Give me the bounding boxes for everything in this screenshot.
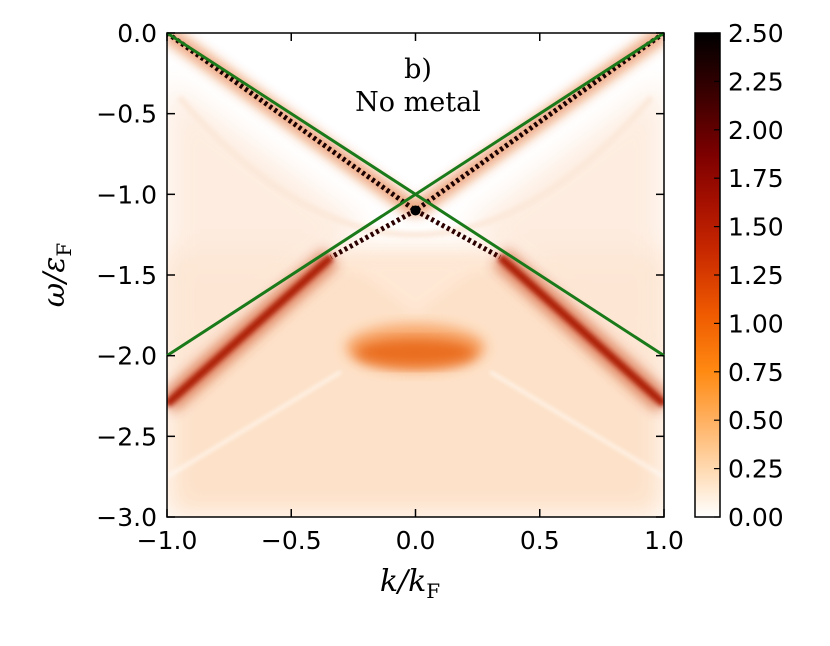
x-tick-label: −0.5 [261, 526, 322, 555]
heatmap [167, 33, 664, 517]
annotation-text: No metal [355, 87, 481, 118]
y-tick-label: −1.5 [96, 261, 157, 290]
sharp-peak-branch-0 [167, 33, 417, 213]
faint-arc [177, 95, 654, 238]
broad-peak-branch-0 [167, 254, 334, 408]
colorbar-tick-label: 0.75 [728, 358, 784, 387]
x-axis-label-main: k/k [380, 564, 426, 599]
colorbar-tick-label: 2.50 [728, 19, 784, 48]
faint-streak-left [167, 370, 342, 478]
colorbar-ticks: 0.00 0.25 0.50 0.75 1.00 1.25 1.50 1.75 2.00 2.25… [714, 19, 784, 532]
x-tick-label: 1.0 [644, 526, 684, 555]
x-tick-label: 0.0 [396, 526, 436, 555]
panel-label: b) [404, 54, 432, 85]
y-axis-label-sub: F [52, 243, 76, 257]
colorbar-tick-label: 1.00 [728, 309, 784, 338]
y-tick-label: −0.5 [96, 100, 157, 129]
x-axis-label: k/kF [380, 564, 440, 603]
sharp-peak-branch-1 [414, 33, 664, 213]
heatmap-right-wash [465, 81, 664, 388]
heatmap-lower-wash [167, 250, 664, 517]
x-tick-label: 0.5 [520, 526, 560, 555]
faint-streak-right [489, 370, 664, 478]
y-axis-ticks: 0.0 −0.5 −1.0 −1.5 −2.0 −2.5 −3.0 [96, 19, 664, 532]
colorbar-tick-label: 2.00 [728, 116, 784, 145]
overlay-line-1 [166, 31, 665, 357]
heatmap-texture [167, 81, 664, 517]
crossing-dot [410, 205, 421, 216]
sharp-peak-arm-0 [329, 208, 417, 260]
y-tick-label: 0.0 [117, 19, 157, 48]
colorbar-tick-label: 0.50 [728, 406, 784, 435]
colorbar-tick-label: 0.00 [728, 503, 784, 532]
x-axis-ticks: −1.0 −0.5 0.0 0.5 1.0 [137, 33, 684, 555]
spectral-peaks [167, 33, 664, 413]
colorbar-tick-label: 2.25 [728, 67, 784, 96]
y-tick-label: −2.0 [96, 342, 157, 371]
x-tick-label: −1.0 [137, 526, 198, 555]
broad-band-halo [345, 323, 486, 372]
sharp-peak-arm-1 [414, 208, 502, 260]
heatmap-left-wash [167, 81, 366, 388]
y-axis-label: ω/εF [37, 243, 76, 308]
y-axis-label-main: ω/ε [37, 257, 72, 308]
y-tick-label: −1.0 [96, 180, 157, 209]
colorbar-tick-label: 1.75 [728, 164, 784, 193]
colorbar-tick-label: 1.50 [728, 213, 784, 242]
y-tick-label: −3.0 [96, 503, 157, 532]
broad-peak-branch-1 [497, 254, 664, 408]
x-axis-label-sub: F [426, 579, 440, 603]
heatmap-center-wash [340, 258, 491, 316]
y-tick-label: −2.5 [96, 422, 157, 451]
colorbar-tick-label: 0.25 [728, 455, 784, 484]
colorbar-tick-label: 1.25 [728, 261, 784, 290]
overlay-lines [166, 31, 665, 357]
